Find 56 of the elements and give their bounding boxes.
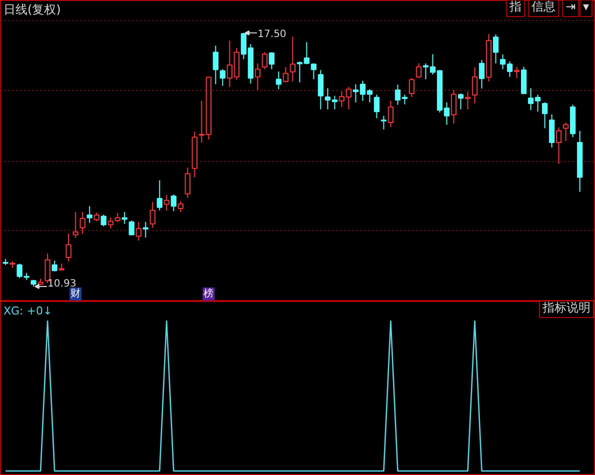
candlestick [318,69,324,110]
annotation: 信息 [532,0,556,14]
candlestick [514,66,520,79]
candlestick [136,222,142,242]
annotation: ⇥ [566,0,576,14]
candlestick [178,200,184,212]
annotation: 指 [508,0,522,14]
candlestick [156,180,162,211]
candlestick [150,201,156,228]
candlestick [52,260,58,272]
candlestick [44,253,50,284]
candlestick [262,52,268,70]
candlestick [164,194,170,211]
candlestick [276,71,282,90]
candlestick [450,90,457,124]
chart-title: 日线(复权) [4,2,61,16]
candlestick [184,167,190,198]
candlestick [492,34,499,64]
candlestick [290,36,296,82]
candlestick [220,68,226,86]
annotation: ▾ [583,0,590,14]
candlestick [128,220,134,236]
candlestick [548,114,555,148]
candlestick [562,122,569,142]
candlestick [520,66,527,95]
candlestick [310,62,316,80]
candlestick [66,233,72,262]
x-tick-label: 财 [70,288,81,300]
candlestick [388,100,394,128]
candlestick [374,94,380,119]
candlestick [212,45,218,85]
candlestick [72,211,78,238]
text: 10.93 [48,278,76,290]
candlestick [556,126,562,164]
candlestick [122,211,128,224]
candlestick [80,211,86,234]
candlestick [458,93,464,110]
candlestick [472,66,478,104]
candlestick [268,52,274,70]
text: 17.50 [258,28,286,40]
candlestick [478,59,485,89]
candlestick [142,222,148,238]
candlestick [408,78,415,98]
chart-title: XG: +0↓ [4,304,52,318]
candlestick [100,214,106,227]
candlestick [542,102,548,129]
annotation: 指标说明 [542,300,590,314]
candlestick [380,115,387,130]
x-tick-label: 榜 [204,288,214,300]
candlestick [464,91,471,110]
candlestick [254,62,260,91]
candlestick [282,66,288,83]
candlestick [416,62,422,79]
candlestick [86,206,92,224]
candlestick [170,194,176,212]
candlestick [108,216,114,230]
